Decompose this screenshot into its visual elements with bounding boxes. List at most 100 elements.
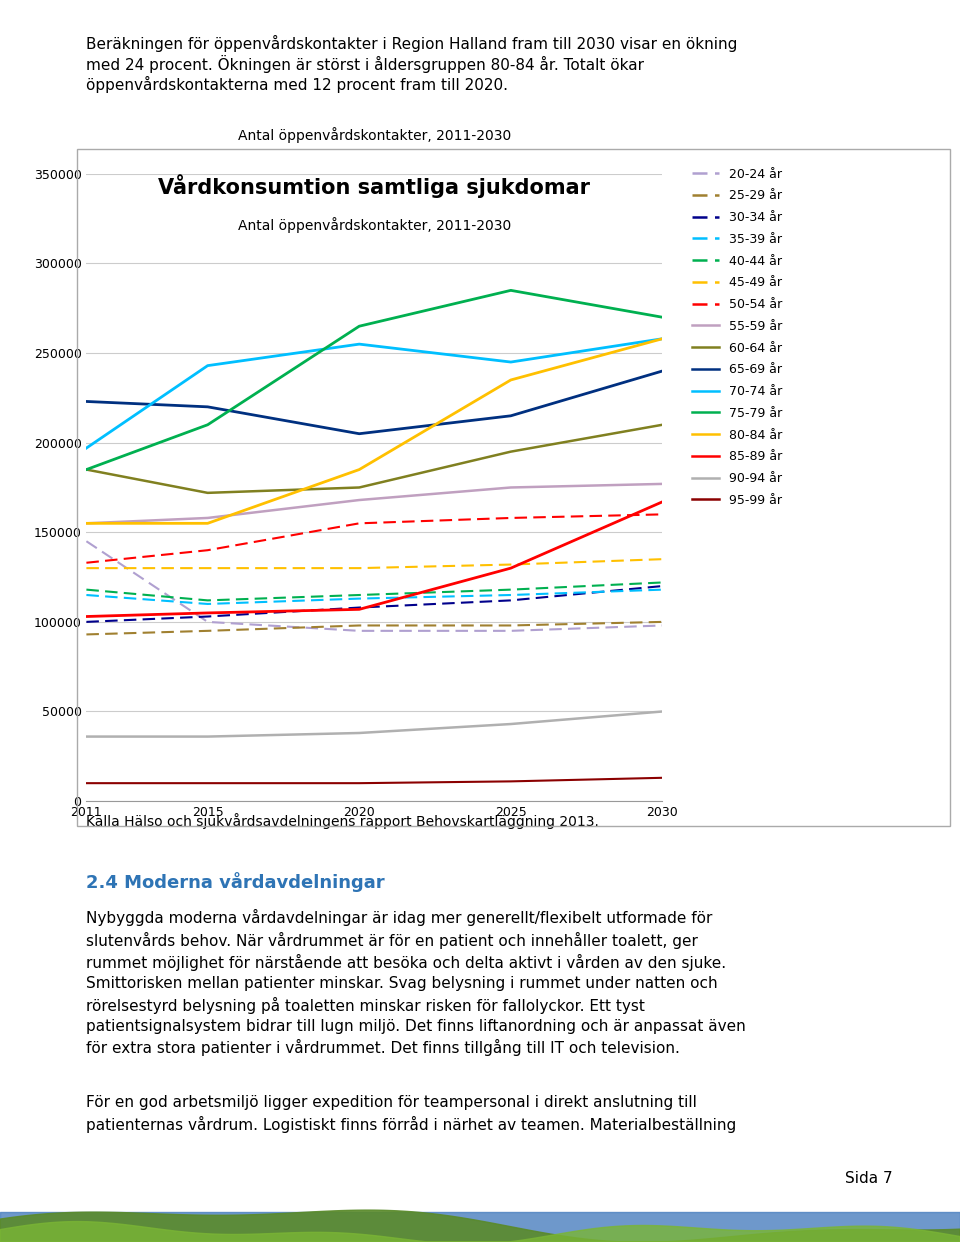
65-69 år (505, 409, 516, 424)
Text: Sida 7: Sida 7 (845, 1171, 893, 1186)
65-69 år (81, 394, 92, 409)
35-39 år (657, 582, 668, 597)
45-49 år (505, 558, 516, 573)
Line: 45-49 år: 45-49 år (86, 559, 662, 568)
80-84 år (81, 515, 92, 530)
Line: 70-74 år: 70-74 år (86, 339, 662, 448)
Text: För en god arbetsmiljö ligger expedition för teampersonal i direkt anslutning ti: För en god arbetsmiljö ligger expedition… (86, 1095, 736, 1133)
30-34 år (657, 579, 668, 594)
25-29 år (657, 615, 668, 630)
75-79 år (81, 462, 92, 477)
20-24 år (505, 623, 516, 638)
90-94 år (353, 725, 365, 740)
Line: 95-99 år: 95-99 år (86, 777, 662, 784)
Text: Vårdkonsumtion samtliga sjukdomar: Vårdkonsumtion samtliga sjukdomar (158, 174, 590, 197)
55-59 år (505, 481, 516, 496)
70-74 år (657, 332, 668, 347)
35-39 år (202, 596, 213, 611)
45-49 år (353, 560, 365, 575)
80-84 år (353, 462, 365, 477)
90-94 år (657, 704, 668, 719)
25-29 år (202, 623, 213, 638)
85-89 år (353, 602, 365, 617)
Line: 30-34 år: 30-34 år (86, 586, 662, 622)
20-24 år (202, 615, 213, 630)
95-99 år (202, 776, 213, 791)
45-49 år (202, 560, 213, 575)
85-89 år (657, 494, 668, 509)
35-39 år (505, 587, 516, 602)
35-39 år (353, 591, 365, 606)
25-29 år (353, 619, 365, 633)
30-34 år (505, 592, 516, 607)
75-79 år (202, 417, 213, 432)
35-39 år (81, 587, 92, 602)
90-94 år (202, 729, 213, 744)
90-94 år (81, 729, 92, 744)
Line: 25-29 år: 25-29 år (86, 622, 662, 635)
Line: 90-94 år: 90-94 år (86, 712, 662, 737)
Line: 85-89 år: 85-89 år (86, 502, 662, 616)
45-49 år (657, 551, 668, 566)
75-79 år (505, 283, 516, 298)
60-64 år (657, 417, 668, 432)
Line: 80-84 år: 80-84 år (86, 339, 662, 523)
25-29 år (81, 627, 92, 642)
60-64 år (81, 462, 92, 477)
70-74 år (81, 441, 92, 456)
55-59 år (81, 515, 92, 530)
55-59 år (657, 477, 668, 492)
25-29 år (505, 619, 516, 633)
65-69 år (353, 426, 365, 441)
Text: Nybyggda moderna vårdavdelningar är idag mer generellt/flexibelt utformade för
s: Nybyggda moderna vårdavdelningar är idag… (86, 909, 746, 1056)
Legend: 20-24 år, 25-29 år, 30-34 år, 35-39 år, 40-44 år, 45-49 år, 50-54 år, 55-59 år, : 20-24 år, 25-29 år, 30-34 år, 35-39 år, … (692, 168, 782, 507)
70-74 år (353, 337, 365, 351)
70-74 år (202, 358, 213, 373)
40-44 år (202, 592, 213, 607)
50-54 år (353, 515, 365, 530)
45-49 år (81, 560, 92, 575)
60-64 år (353, 481, 365, 496)
Line: 60-64 år: 60-64 år (86, 425, 662, 493)
20-24 år (657, 619, 668, 633)
75-79 år (353, 319, 365, 334)
95-99 år (505, 774, 516, 789)
Text: Antal öppenvårdskontakter, 2011-2030: Antal öppenvårdskontakter, 2011-2030 (238, 217, 511, 233)
65-69 år (657, 364, 668, 379)
Line: 50-54 år: 50-54 år (86, 514, 662, 563)
65-69 år (202, 400, 213, 415)
50-54 år (505, 510, 516, 525)
Line: 40-44 år: 40-44 år (86, 582, 662, 600)
80-84 år (202, 515, 213, 530)
Line: 65-69 år: 65-69 år (86, 371, 662, 433)
90-94 år (505, 717, 516, 732)
85-89 år (202, 606, 213, 621)
85-89 år (505, 560, 516, 575)
Text: 2.4 Moderna vårdavdelningar: 2.4 Moderna vårdavdelningar (86, 872, 385, 892)
95-99 år (657, 770, 668, 785)
40-44 år (81, 582, 92, 597)
Text: Antal öppenvårdskontakter, 2011-2030: Antal öppenvårdskontakter, 2011-2030 (238, 127, 511, 143)
60-64 år (505, 445, 516, 460)
50-54 år (657, 507, 668, 522)
Line: 75-79 år: 75-79 år (86, 291, 662, 469)
55-59 år (353, 493, 365, 508)
Text: Beräkningen för öppenvårdskontakter i Region Halland fram till 2030 visar en ökn: Beräkningen för öppenvårdskontakter i Re… (86, 35, 738, 93)
Line: 35-39 år: 35-39 år (86, 590, 662, 604)
80-84 år (657, 332, 668, 347)
Line: 20-24 år: 20-24 år (86, 542, 662, 631)
95-99 år (353, 776, 365, 791)
60-64 år (202, 486, 213, 501)
50-54 år (202, 543, 213, 558)
40-44 år (353, 587, 365, 602)
85-89 år (81, 609, 92, 623)
50-54 år (81, 555, 92, 570)
40-44 år (505, 582, 516, 597)
95-99 år (81, 776, 92, 791)
70-74 år (505, 355, 516, 370)
40-44 år (657, 575, 668, 590)
Text: Källa Hälso och sjukvårdsavdelningens rapport Behovskartläggning 2013.: Källa Hälso och sjukvårdsavdelningens ra… (86, 814, 599, 830)
30-34 år (202, 609, 213, 623)
30-34 år (353, 600, 365, 615)
20-24 år (81, 534, 92, 549)
